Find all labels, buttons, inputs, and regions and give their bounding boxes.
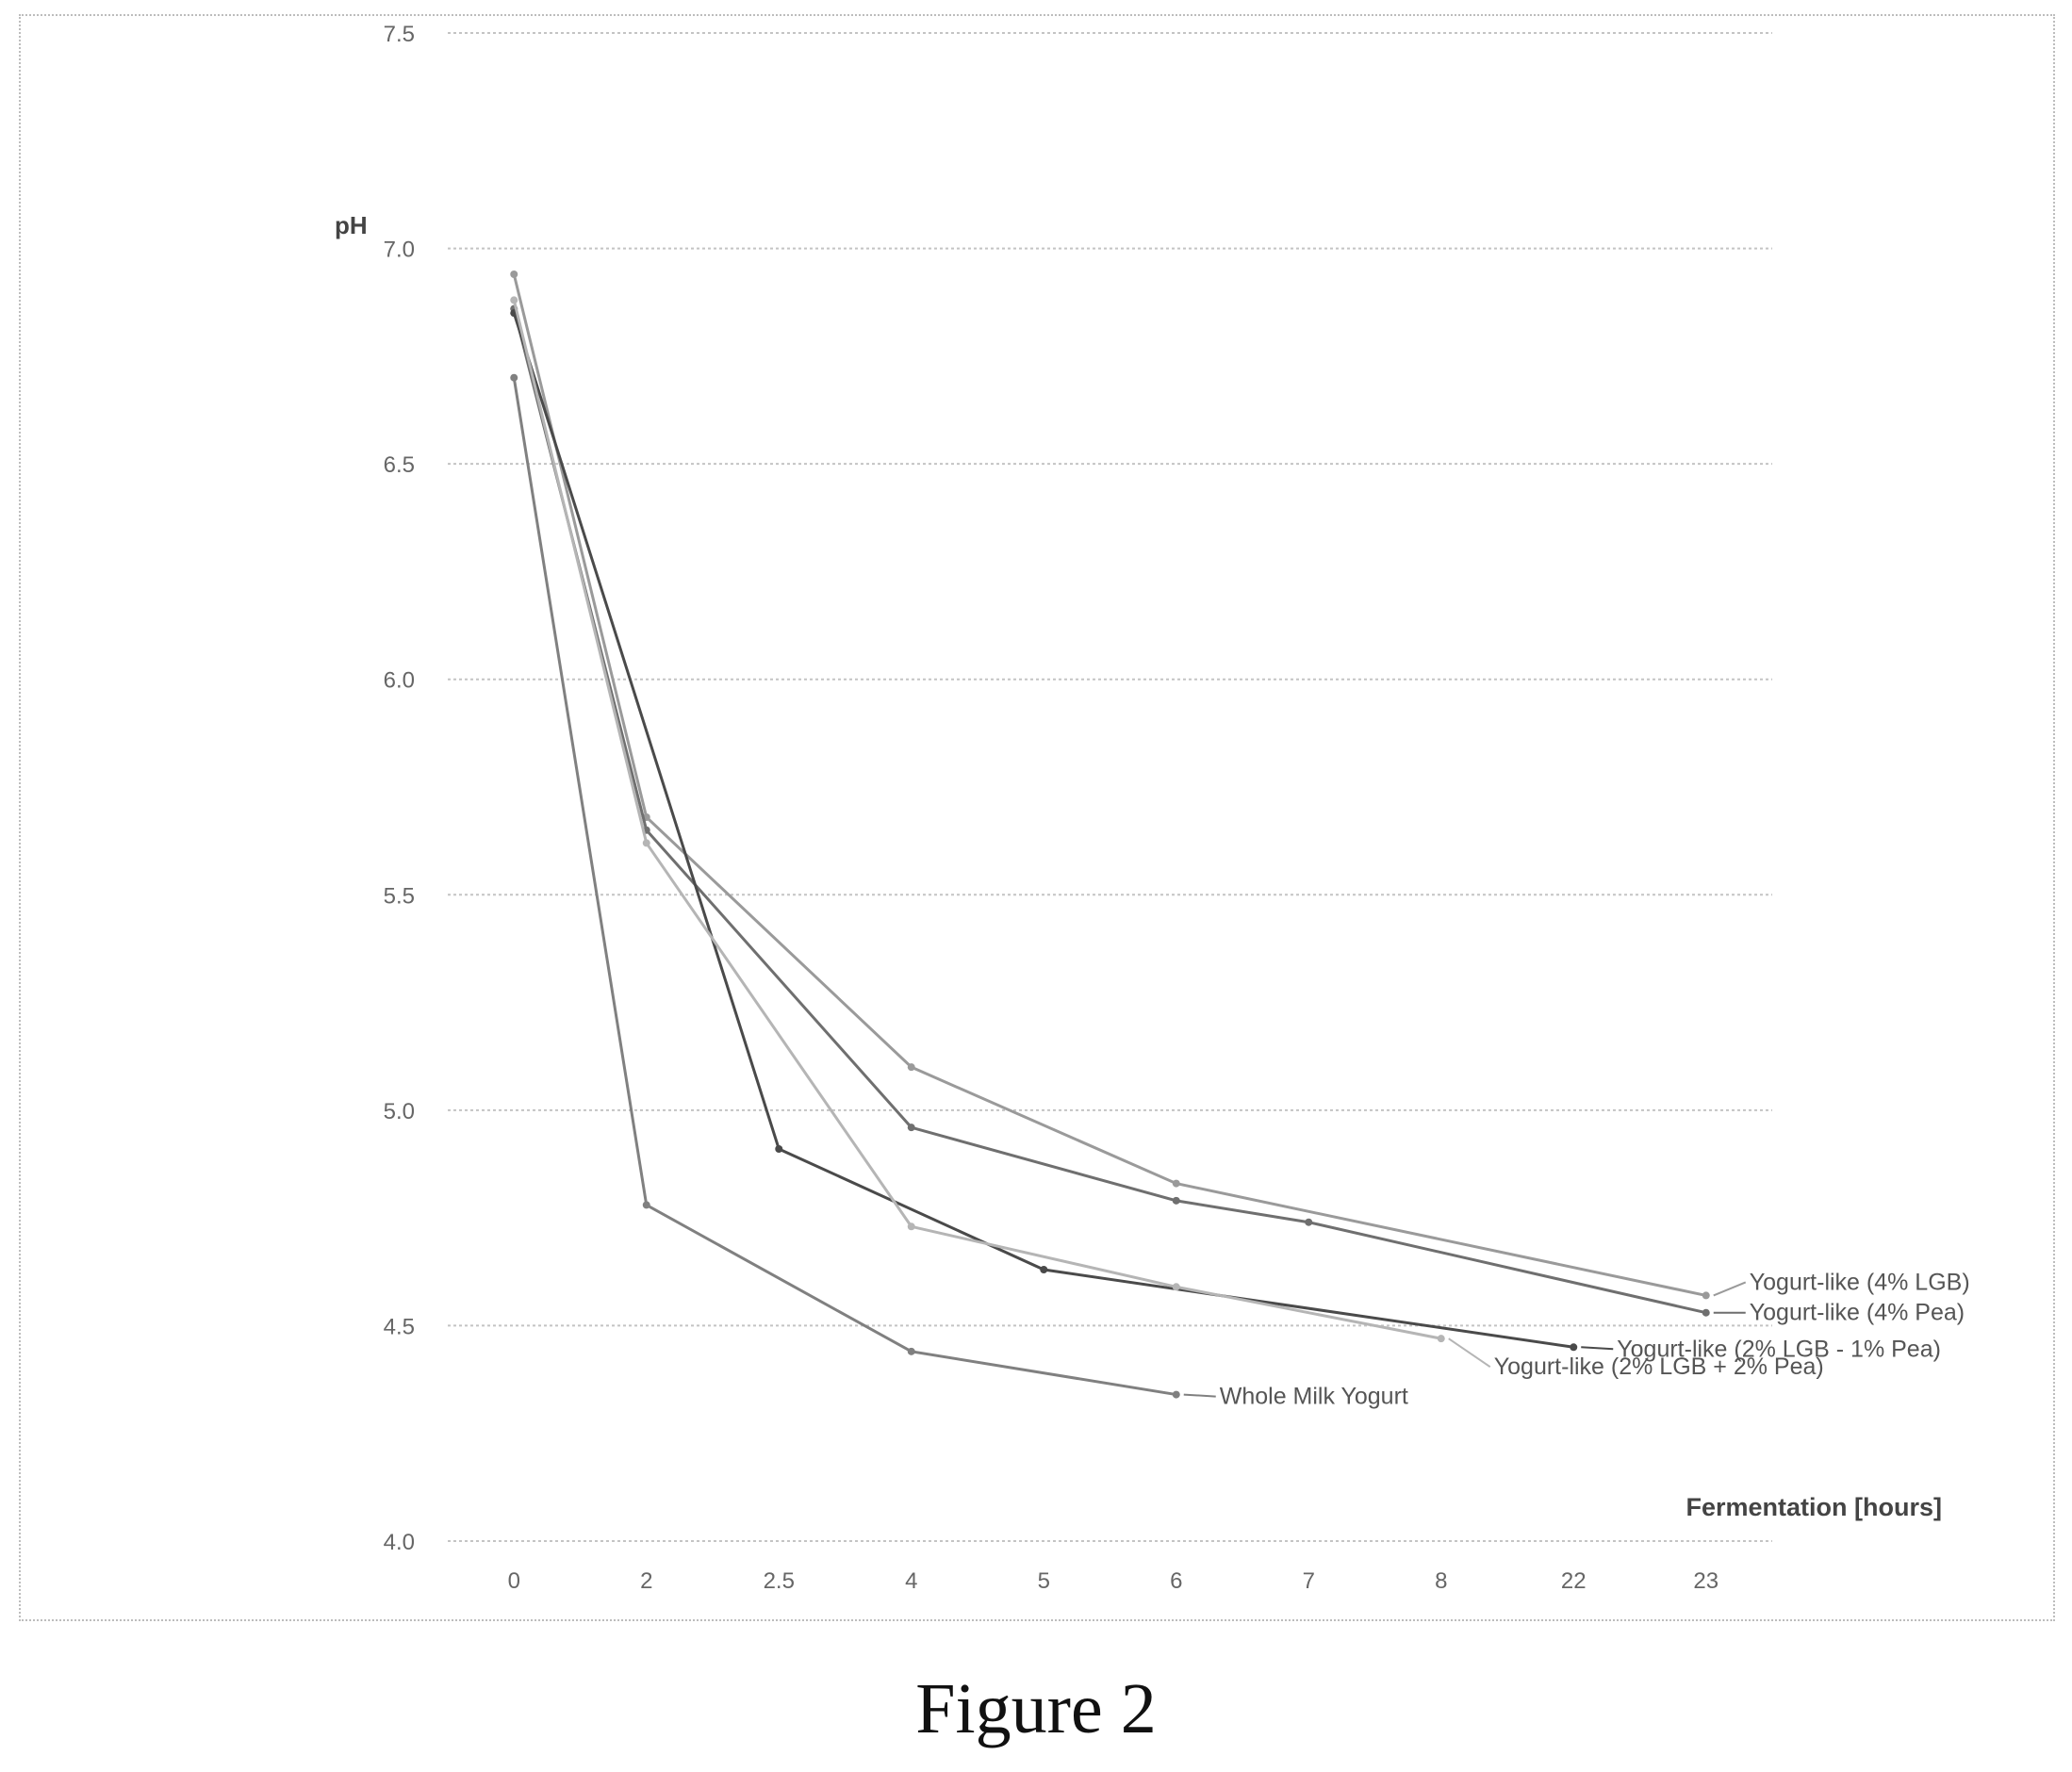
x-axis-label: Fermentation [hours] — [1686, 1493, 1942, 1521]
x-tick-label: 2 — [640, 1568, 652, 1594]
y-tick-label: 7.5 — [384, 22, 415, 47]
data-point — [1172, 1283, 1180, 1291]
series-line — [512, 300, 1442, 1340]
y-tick-label: 5.0 — [384, 1099, 415, 1124]
x-tick-label: 7 — [1303, 1568, 1315, 1594]
data-point — [510, 271, 518, 278]
y-tick-label: 5.5 — [384, 883, 415, 909]
x-tick-label: 2.5 — [764, 1568, 795, 1594]
data-point — [1172, 1390, 1180, 1399]
data-point — [1172, 1179, 1180, 1188]
y-tick-labels: 4.0 4.5 5.0 5.5 6.0 6.5 7.0 7.5 — [384, 22, 415, 1555]
x-tick-label: 5 — [1038, 1568, 1050, 1594]
label-leader — [1581, 1346, 1614, 1351]
x-tick-label: 6 — [1170, 1568, 1182, 1594]
data-point — [1570, 1343, 1578, 1352]
series-labels: Yogurt-like (4% LGB) Yogurt-like (4% Pea)… — [1183, 1269, 1970, 1410]
data-point — [642, 839, 650, 847]
y-axis-label: pH — [335, 211, 368, 239]
data-point — [907, 1063, 915, 1072]
x-tick-labels: 0 2 2.5 4 5 6 7 8 22 23 — [508, 1568, 1719, 1594]
series-lines — [510, 271, 1710, 1399]
y-tick-label: 6.5 — [384, 452, 415, 478]
data-point — [1172, 1196, 1180, 1205]
series-line — [512, 308, 1707, 1315]
x-tick-label: 8 — [1435, 1568, 1447, 1594]
series-label: Yogurt-like (4% LGB) — [1750, 1269, 1970, 1295]
data-point — [510, 373, 518, 382]
label-leader — [1183, 1393, 1216, 1398]
data-point — [1437, 1335, 1445, 1343]
label-leader — [1448, 1337, 1491, 1368]
x-tick-label: 23 — [1693, 1568, 1718, 1594]
series-2 — [510, 309, 1578, 1352]
data-point — [1305, 1218, 1313, 1226]
series-label: Yogurt-like (4% Pea) — [1750, 1300, 1965, 1326]
series-line — [512, 312, 1574, 1349]
y-tick-label: 6.0 — [384, 668, 415, 694]
data-point — [642, 1201, 650, 1209]
data-point — [775, 1145, 783, 1153]
series-line — [512, 377, 1176, 1397]
series-label: Yogurt-like (2% LGB - 1% Pea) — [1617, 1336, 1941, 1362]
series-4 — [510, 373, 1180, 1399]
series-label: Yogurt-like (2% LGB + 2% Pea) — [1494, 1354, 1824, 1380]
y-tick-label: 4.0 — [384, 1530, 415, 1555]
chart-frame — [19, 14, 2055, 1621]
data-point — [907, 1347, 915, 1355]
data-point — [907, 1124, 915, 1132]
y-tick-label: 7.0 — [384, 238, 415, 263]
x-tick-label: 4 — [905, 1568, 917, 1594]
x-tick-label: 0 — [508, 1568, 520, 1594]
data-point — [1702, 1291, 1710, 1300]
series-3 — [510, 296, 1445, 1343]
gridlines — [448, 32, 1772, 1542]
ph-fermentation-chart: 4.04.55.05.56.06.57.07.5 0 2 2.5 4 5 6 7 8 22 23 … — [335, 22, 1970, 1594]
series-0 — [510, 271, 1710, 1300]
series-1 — [510, 304, 1710, 1317]
data-point — [510, 296, 518, 304]
series-line — [512, 273, 1707, 1297]
data-point — [1702, 1308, 1710, 1317]
data-point — [907, 1222, 915, 1231]
data-point — [1040, 1266, 1048, 1273]
series-label: Whole Milk Yogurt — [1220, 1384, 1408, 1410]
x-tick-label: 22 — [1561, 1568, 1587, 1594]
label-leader — [1713, 1281, 1747, 1297]
figure-caption: Figure 2 — [915, 1669, 1157, 1748]
y-tick-label: 4.5 — [384, 1314, 415, 1339]
